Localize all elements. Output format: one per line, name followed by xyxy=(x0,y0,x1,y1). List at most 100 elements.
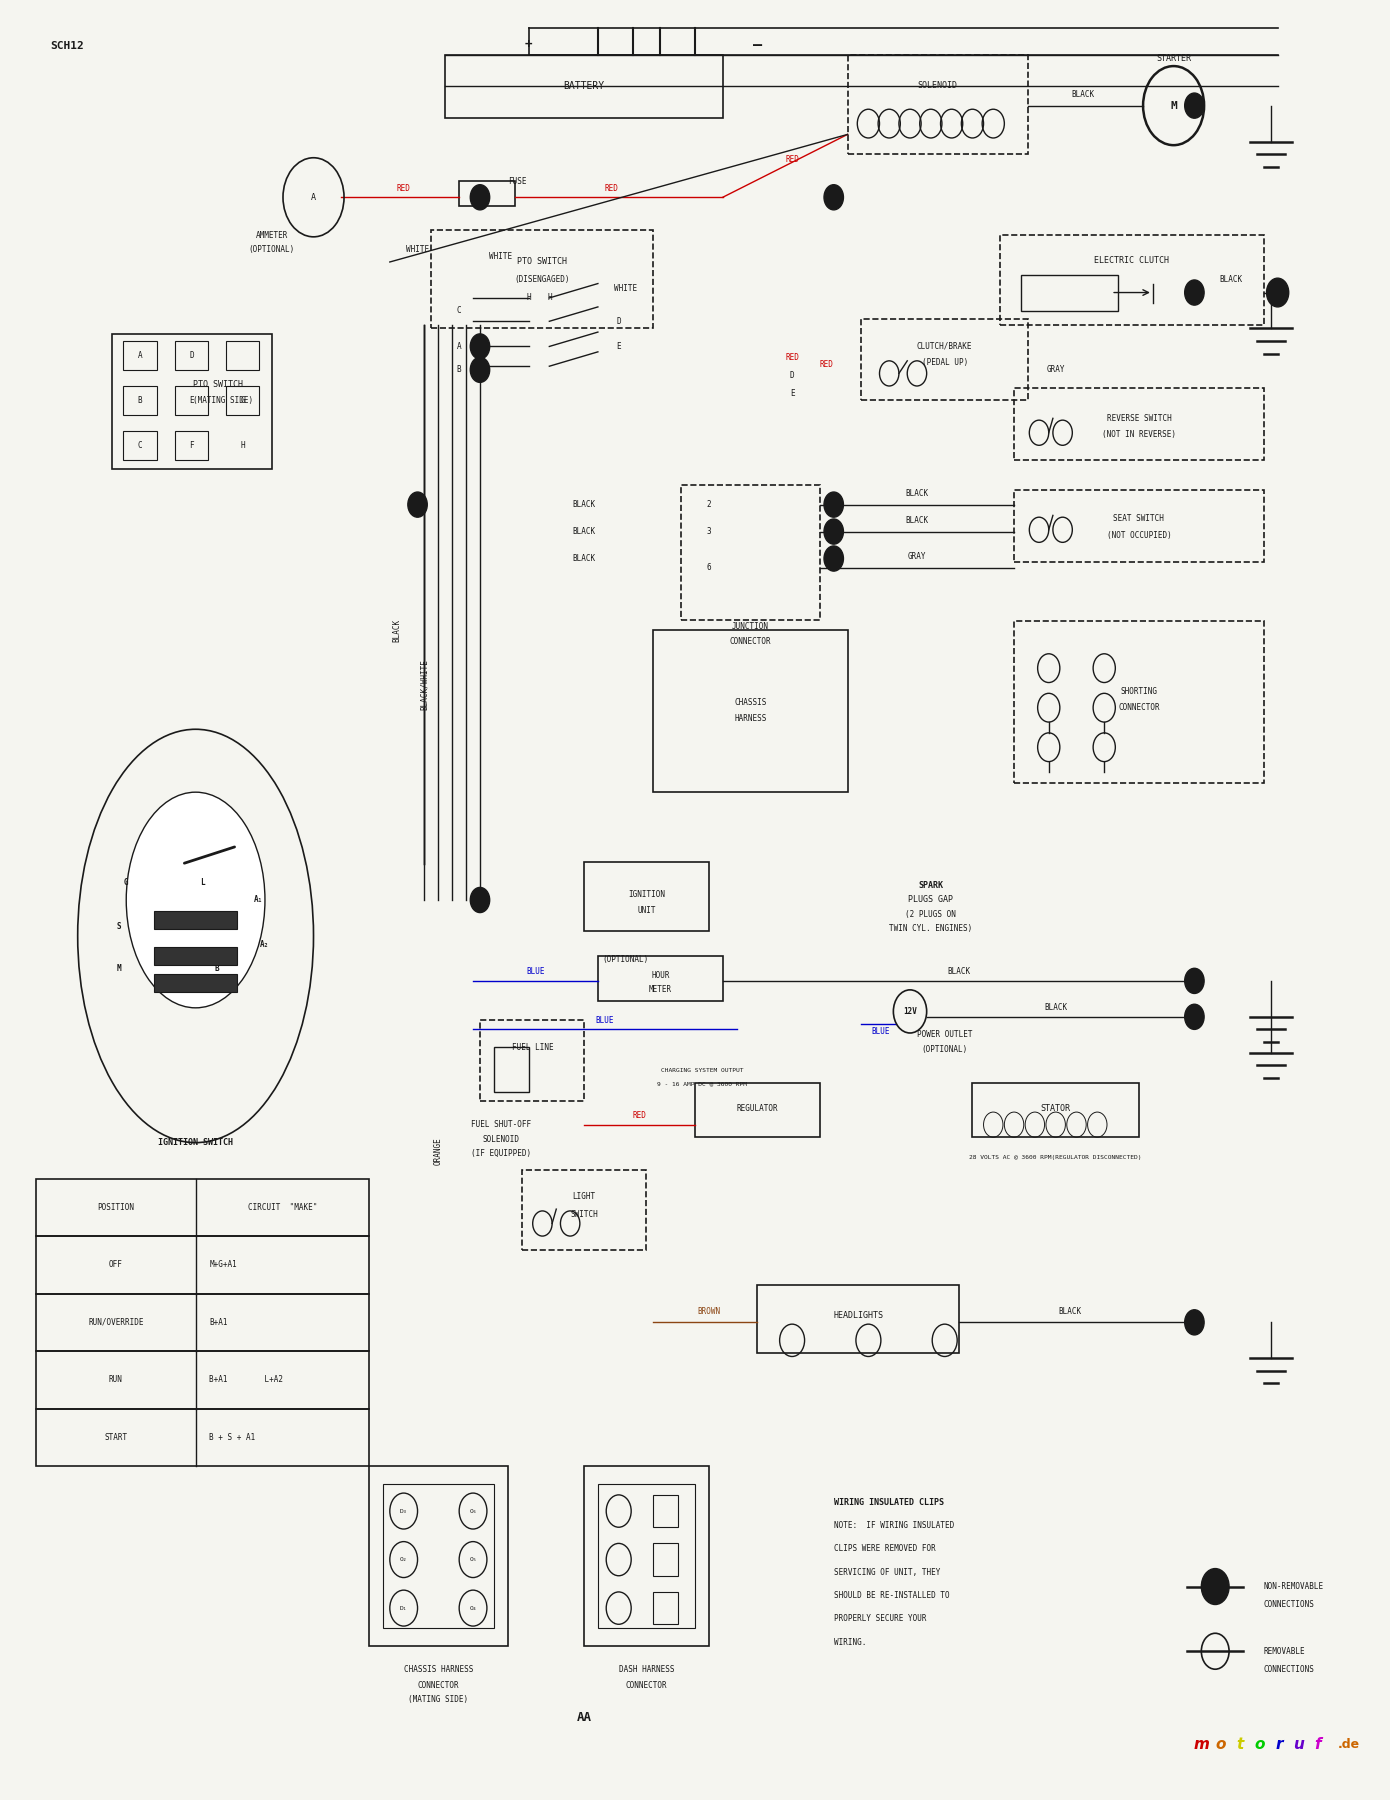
Text: IGNITION: IGNITION xyxy=(628,891,664,900)
Text: CLIPS WERE REMOVED FOR: CLIPS WERE REMOVED FOR xyxy=(834,1544,935,1553)
Text: WIRING.: WIRING. xyxy=(834,1638,866,1647)
Bar xyxy=(598,956,723,1001)
Text: WHITE: WHITE xyxy=(614,284,637,293)
Text: F: F xyxy=(189,441,193,450)
Text: RED: RED xyxy=(605,184,619,193)
Circle shape xyxy=(824,518,844,544)
Text: SHOULD BE RE-INSTALLED TO: SHOULD BE RE-INSTALLED TO xyxy=(834,1591,949,1600)
Bar xyxy=(1015,387,1264,459)
Text: HOUR: HOUR xyxy=(651,970,670,979)
Text: PROPERLY SECURE YOUR: PROPERLY SECURE YOUR xyxy=(834,1615,926,1624)
Text: A: A xyxy=(457,342,461,351)
Bar xyxy=(36,1294,368,1352)
Text: A₁: A₁ xyxy=(253,895,263,904)
Text: ELECTRIC CLUTCH: ELECTRIC CLUTCH xyxy=(1094,256,1169,265)
Text: SCH12: SCH12 xyxy=(50,41,83,52)
Text: START: START xyxy=(104,1433,128,1442)
Text: A₂: A₂ xyxy=(260,940,270,949)
Text: POSITION: POSITION xyxy=(97,1202,135,1211)
Text: IGNITION SWITCH: IGNITION SWITCH xyxy=(158,1138,234,1147)
Bar xyxy=(1015,621,1264,783)
Text: 12V: 12V xyxy=(904,1006,917,1015)
Bar xyxy=(1022,275,1118,311)
Text: REGULATOR: REGULATOR xyxy=(737,1103,778,1112)
Text: FUEL SHUT-OFF: FUEL SHUT-OFF xyxy=(471,1120,531,1129)
Text: (PEDAL UP): (PEDAL UP) xyxy=(922,358,967,367)
Text: REVERSE SWITCH: REVERSE SWITCH xyxy=(1106,414,1172,423)
Text: C: C xyxy=(457,306,461,315)
Text: BLACK: BLACK xyxy=(573,527,595,536)
Text: SOLENOID: SOLENOID xyxy=(482,1134,520,1143)
Text: BLACK: BLACK xyxy=(1044,1003,1068,1012)
Text: SPARK: SPARK xyxy=(919,882,944,891)
Text: O₆: O₆ xyxy=(470,1508,477,1514)
Circle shape xyxy=(470,333,489,358)
Text: S: S xyxy=(117,922,121,931)
Bar xyxy=(36,1409,368,1467)
Bar xyxy=(653,1591,678,1624)
Text: f: f xyxy=(1315,1737,1320,1751)
Circle shape xyxy=(824,185,844,211)
Text: (OPTIONAL): (OPTIONAL) xyxy=(602,954,649,963)
Circle shape xyxy=(1184,1310,1204,1336)
Text: WIRING INSULATED CLIPS: WIRING INSULATED CLIPS xyxy=(834,1498,944,1507)
Bar xyxy=(480,1021,584,1102)
Text: GRAY: GRAY xyxy=(908,553,926,562)
Text: STATOR: STATOR xyxy=(1041,1103,1070,1112)
Text: BATTERY: BATTERY xyxy=(563,81,605,90)
Text: A: A xyxy=(311,193,316,202)
Circle shape xyxy=(470,356,489,382)
Text: SEAT SWITCH: SEAT SWITCH xyxy=(1113,515,1165,524)
Text: O₄: O₄ xyxy=(470,1606,477,1611)
Text: HARNESS: HARNESS xyxy=(734,715,767,724)
Text: r: r xyxy=(1275,1737,1283,1751)
Text: D: D xyxy=(790,371,795,380)
Text: L: L xyxy=(200,878,204,887)
Text: UNIT: UNIT xyxy=(637,905,656,914)
Text: PTO SWITCH: PTO SWITCH xyxy=(517,257,567,266)
Text: ORANGE: ORANGE xyxy=(434,1138,443,1165)
Text: C: C xyxy=(138,441,142,450)
Text: BLACK: BLACK xyxy=(1220,275,1243,284)
Text: RED: RED xyxy=(785,155,799,164)
Text: RED: RED xyxy=(632,1111,646,1120)
Bar xyxy=(973,1084,1138,1138)
Text: AA: AA xyxy=(577,1712,592,1724)
Text: (OPTIONAL): (OPTIONAL) xyxy=(249,245,295,254)
Text: CONNECTOR: CONNECTOR xyxy=(730,637,771,646)
Bar xyxy=(653,1543,678,1575)
Bar xyxy=(36,1179,368,1237)
Text: CHARGING SYSTEM OUTPUT: CHARGING SYSTEM OUTPUT xyxy=(660,1067,744,1073)
Bar xyxy=(154,974,238,992)
Bar xyxy=(445,56,723,119)
Text: D₃: D₃ xyxy=(400,1508,407,1514)
Text: o: o xyxy=(1215,1737,1226,1751)
Text: M+G+A1: M+G+A1 xyxy=(210,1260,238,1269)
Text: B: B xyxy=(138,396,142,405)
Bar xyxy=(1015,490,1264,562)
Bar xyxy=(124,340,157,369)
Circle shape xyxy=(1184,94,1204,119)
Text: (IF EQUIPPED): (IF EQUIPPED) xyxy=(471,1148,531,1157)
Text: OFF: OFF xyxy=(108,1260,122,1269)
Text: BLACK: BLACK xyxy=(905,490,929,499)
Text: SOLENOID: SOLENOID xyxy=(917,81,958,90)
Text: (NOT IN REVERSE): (NOT IN REVERSE) xyxy=(1102,430,1176,439)
Bar xyxy=(368,1467,507,1645)
Text: BLACK: BLACK xyxy=(905,517,929,526)
Text: CONNECTIONS: CONNECTIONS xyxy=(1264,1665,1315,1674)
Text: AMMETER: AMMETER xyxy=(256,230,288,239)
Text: BROWN: BROWN xyxy=(698,1307,720,1316)
Text: (MATING SIDE): (MATING SIDE) xyxy=(409,1696,468,1705)
Text: (MATING SIDE): (MATING SIDE) xyxy=(193,396,253,405)
Text: CLUTCH/BRAKE: CLUTCH/BRAKE xyxy=(917,342,973,351)
Bar xyxy=(36,1237,368,1294)
Text: TWIN CYL. ENGINES): TWIN CYL. ENGINES) xyxy=(890,923,973,932)
Text: FUEL LINE: FUEL LINE xyxy=(512,1042,553,1051)
Text: BLUE: BLUE xyxy=(527,967,545,976)
Ellipse shape xyxy=(126,792,265,1008)
Bar xyxy=(598,1483,695,1627)
Bar xyxy=(695,1084,820,1138)
Text: CONNECTOR: CONNECTOR xyxy=(626,1681,667,1690)
Bar xyxy=(681,484,820,619)
